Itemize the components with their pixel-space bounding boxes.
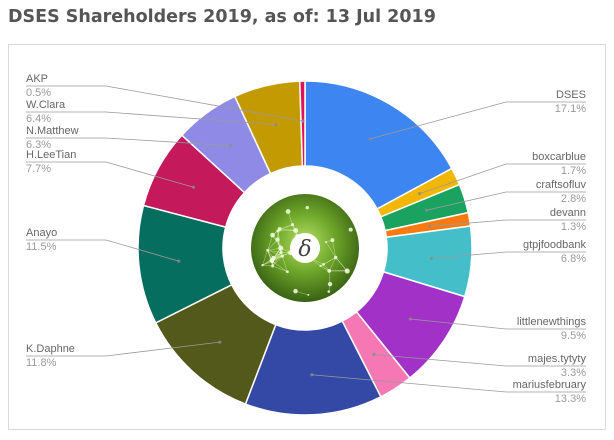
slice-label-name: mariusfebruary: [513, 379, 587, 391]
slice-label-percent: 6.3%: [26, 139, 51, 151]
leader-line: [26, 85, 304, 122]
slice-label-name: majes.tytyty: [528, 353, 587, 365]
leader-line: [26, 137, 231, 146]
leader-line: [431, 251, 586, 259]
slice-label-percent: 17.1%: [555, 103, 586, 115]
slice-label-percent: 11.5%: [26, 241, 57, 253]
slice-label-percent: 1.3%: [561, 221, 586, 233]
leader-line: [373, 354, 586, 367]
chart-title: DSES Shareholders 2019, as of: 13 Jul 20…: [8, 7, 436, 27]
leader-line: [26, 111, 276, 125]
center-logo: δ: [223, 166, 387, 330]
leader-line: [26, 239, 179, 262]
slice-label-name: N.Matthew: [26, 125, 79, 137]
logo-symbol: δ: [298, 237, 311, 262]
slice-label-name: devann: [550, 207, 586, 219]
slice-label-percent: 2.8%: [561, 193, 586, 205]
slice-label-name: littlenewthings: [517, 316, 587, 328]
slice-label-name: K.Daphne: [26, 343, 75, 355]
leader-line: [419, 163, 586, 194]
slice-label-name: AKP: [26, 73, 48, 85]
logo-badge: [290, 233, 320, 263]
slice-label-percent: 0.5%: [26, 87, 51, 99]
slice-label-name: H.LeeTian: [26, 149, 76, 161]
slice-label-name: craftsofluv: [536, 179, 587, 191]
leader-line: [311, 374, 586, 393]
leader-line: [26, 341, 220, 357]
slice-label-percent: 1.7%: [561, 165, 586, 177]
slice-label-percent: 11.8%: [26, 357, 57, 369]
leader-line: [410, 318, 586, 330]
slice-label-name: Anayo: [26, 227, 57, 239]
slice-label-percent: 6.4%: [26, 113, 51, 125]
slice-label-name: W.Clara: [26, 99, 66, 111]
slice-label-name: boxcarblue: [532, 151, 586, 163]
slice-label-percent: 7.7%: [26, 163, 51, 175]
slice-label-percent: 3.3%: [561, 367, 586, 379]
slice-label-percent: 13.3%: [555, 393, 586, 405]
leader-line: [429, 219, 586, 227]
leader-line: [369, 101, 586, 140]
slice-label-percent: 6.8%: [561, 253, 586, 265]
slice-label-name: gtpjfoodbank: [523, 239, 586, 251]
leader-line: [26, 161, 194, 188]
slice-label-percent: 9.5%: [561, 330, 586, 342]
leader-line: [426, 191, 586, 211]
slice-label-name: DSES: [556, 89, 586, 101]
